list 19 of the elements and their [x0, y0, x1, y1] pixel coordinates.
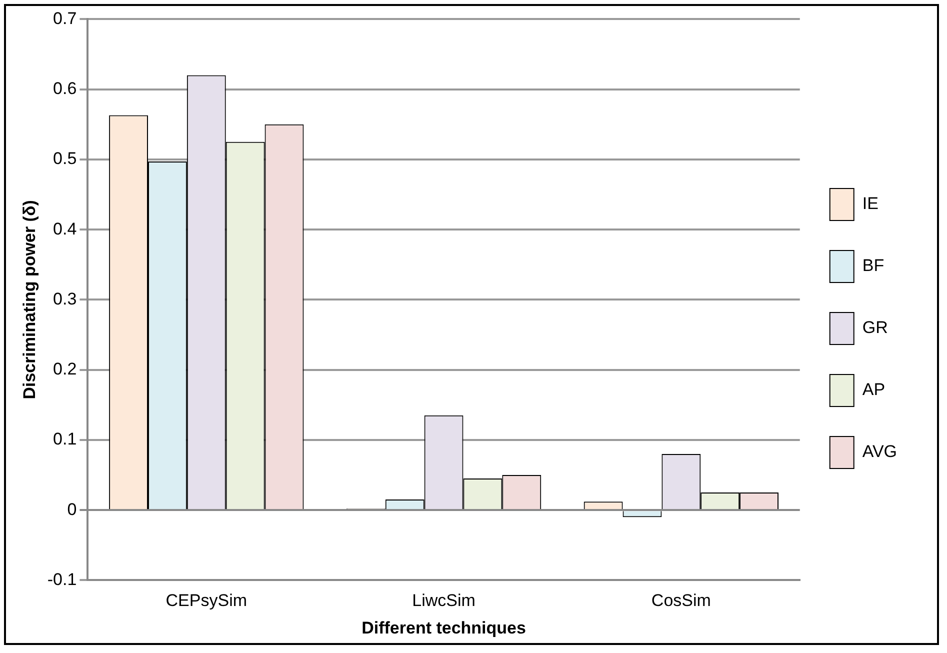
x-tick-label: LiwcSim [412, 591, 476, 610]
legend-label: AP [862, 380, 886, 400]
y-tick-label: 0.4 [53, 219, 77, 238]
y-tick-label: 0 [67, 500, 77, 519]
y-tick-label: 0.7 [53, 8, 77, 28]
y-tick-label: 0.5 [53, 149, 77, 168]
y-tick-label: -0.1 [47, 570, 77, 589]
x-axis-title: Different techniques [362, 618, 526, 638]
legend-label: AVG [862, 442, 897, 462]
y-tick-label: 0.2 [53, 360, 77, 379]
x-tick-label: CEPsySim [166, 591, 248, 610]
y-tick-label: 0.6 [53, 79, 77, 98]
legend-label: BF [862, 256, 884, 276]
y-tick-label: 0.3 [53, 289, 77, 308]
x-tick-label: CosSim [651, 591, 711, 610]
y-tick-label: 0.1 [53, 430, 77, 449]
legend-label: IE [862, 194, 878, 214]
y-axis-title: Discriminating power (δ) [20, 200, 39, 400]
legend-label: GR [862, 318, 888, 338]
